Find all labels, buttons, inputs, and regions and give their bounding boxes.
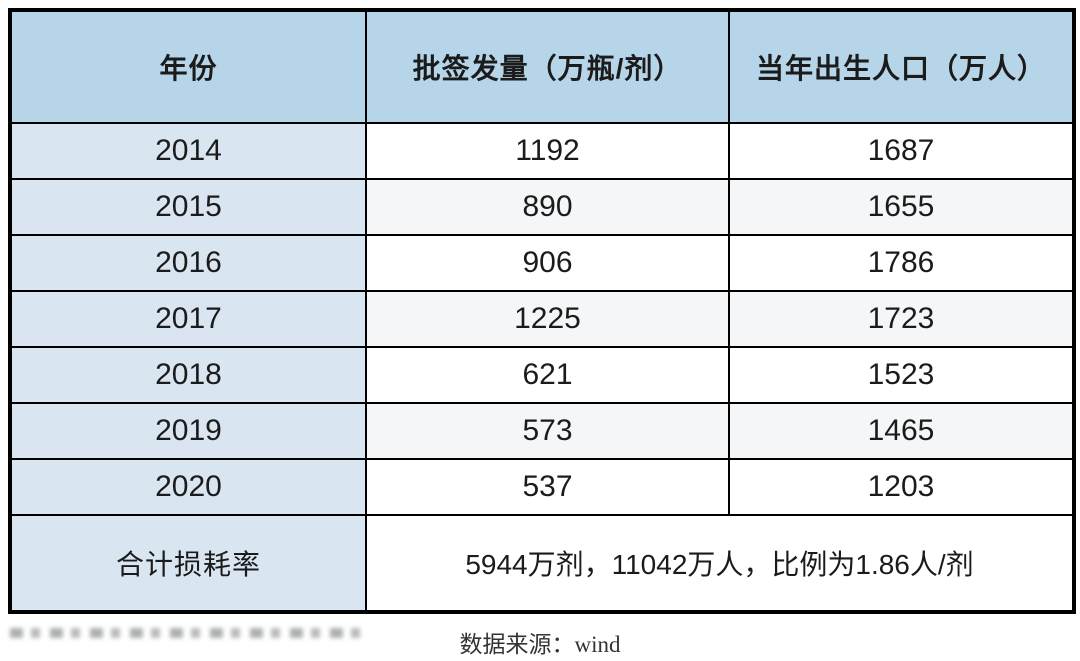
table-row: 2020 537 1203 (9, 458, 1075, 516)
year-cell: 2018 (9, 346, 367, 404)
summary-row: 合计损耗率 5944万剂，11042万人，比例为1.86人/剂 (9, 514, 1075, 613)
issuance-cell: 1192 (365, 122, 730, 180)
births-cell: 1687 (728, 122, 1075, 180)
births-cell: 1655 (728, 178, 1075, 236)
year-cell: 2014 (9, 122, 367, 180)
table-row: 2018 621 1523 (9, 346, 1075, 404)
births-cell: 1203 (728, 458, 1075, 516)
table-body: 2014 1192 1687 2015 890 1655 2016 906 17… (9, 122, 1075, 516)
births-cell: 1723 (728, 290, 1075, 348)
table-row: 2016 906 1786 (9, 234, 1075, 292)
table-row: 2015 890 1655 (9, 178, 1075, 236)
data-source-caption: 数据来源：wind (459, 632, 621, 657)
header-row: 年份 批签发量（万瓶/剂） 当年出生人口（万人） (9, 9, 1075, 124)
table-row: 2019 573 1465 (9, 402, 1075, 460)
births-cell: 1786 (728, 234, 1075, 292)
column-header-issuance: 批签发量（万瓶/剂） (365, 9, 730, 124)
table-row: 2014 1192 1687 (9, 122, 1075, 180)
issuance-cell: 573 (365, 402, 730, 460)
issuance-cell: 1225 (365, 290, 730, 348)
table-header: 年份 批签发量（万瓶/剂） 当年出生人口（万人） (9, 9, 1075, 124)
column-header-births: 当年出生人口（万人） (728, 9, 1075, 124)
data-table: 年份 批签发量（万瓶/剂） 当年出生人口（万人） 2014 1192 1687 … (8, 8, 1076, 614)
summary-label-cell: 合计损耗率 (9, 514, 367, 613)
column-header-year: 年份 (9, 9, 367, 124)
year-cell: 2017 (9, 290, 367, 348)
table-footer: 合计损耗率 5944万剂，11042万人，比例为1.86人/剂 (9, 514, 1075, 613)
births-cell: 1465 (728, 402, 1075, 460)
table-row: 2017 1225 1723 (9, 290, 1075, 348)
issuance-cell: 537 (365, 458, 730, 516)
year-cell: 2015 (9, 178, 367, 236)
issuance-cell: 621 (365, 346, 730, 404)
issuance-cell: 890 (365, 178, 730, 236)
year-cell: 2020 (9, 458, 367, 516)
issuance-cell: 906 (365, 234, 730, 292)
births-cell: 1523 (728, 346, 1075, 404)
year-cell: 2016 (9, 234, 367, 292)
year-cell: 2019 (9, 402, 367, 460)
summary-value-cell: 5944万剂，11042万人，比例为1.86人/剂 (365, 514, 1075, 613)
